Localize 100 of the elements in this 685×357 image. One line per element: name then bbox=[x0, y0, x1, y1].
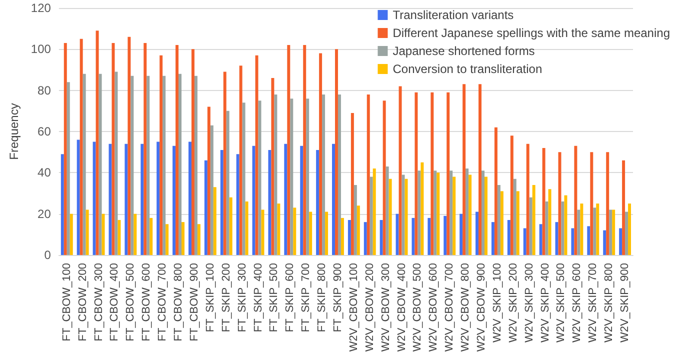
bar bbox=[118, 220, 121, 255]
bar bbox=[542, 148, 546, 255]
x-tick-label: FT_SKIP_400 bbox=[252, 263, 264, 332]
bar bbox=[571, 228, 574, 255]
bar bbox=[166, 224, 169, 255]
x-tick-label: W2V_CBOW_300 bbox=[380, 263, 392, 352]
x-tick-label: W2V_SKIP_400 bbox=[539, 263, 552, 342]
legend-label: Transliteration variants bbox=[392, 8, 514, 22]
bar bbox=[162, 76, 166, 255]
bar bbox=[596, 204, 600, 255]
bar bbox=[580, 204, 584, 255]
bar bbox=[274, 94, 278, 255]
bar bbox=[271, 78, 274, 255]
bar bbox=[348, 220, 351, 255]
bar bbox=[466, 168, 469, 255]
bar bbox=[603, 230, 606, 255]
bar bbox=[539, 224, 542, 255]
bar bbox=[510, 136, 514, 255]
bar bbox=[64, 42, 67, 255]
bar bbox=[172, 146, 176, 255]
x-tick-label: FT_SKIP_300 bbox=[236, 263, 248, 332]
x-tick-label: FT_SKIP_500 bbox=[268, 263, 280, 332]
legend-label: Different Japanese spellings with the same meaning bbox=[392, 26, 670, 40]
bar bbox=[66, 82, 70, 255]
y-tick-label: 20 bbox=[38, 206, 52, 221]
bar bbox=[130, 76, 134, 255]
bar bbox=[144, 42, 147, 255]
y-tick-label: 80 bbox=[38, 83, 52, 98]
bar bbox=[70, 214, 73, 255]
bar bbox=[388, 178, 392, 255]
x-tick-label: FT_CBOW_100 bbox=[60, 263, 73, 342]
bar bbox=[446, 92, 450, 255]
bar bbox=[316, 150, 320, 255]
legend-label: Japanese shortened forms bbox=[392, 44, 535, 58]
bar bbox=[188, 142, 192, 255]
bar bbox=[284, 144, 288, 255]
bar bbox=[625, 212, 628, 255]
bar bbox=[460, 214, 463, 255]
bar bbox=[529, 197, 532, 255]
bar bbox=[380, 220, 383, 255]
bar bbox=[545, 201, 548, 255]
bar bbox=[197, 224, 200, 255]
bar bbox=[293, 208, 296, 255]
bar bbox=[462, 84, 466, 255]
bar bbox=[476, 212, 479, 255]
bar bbox=[396, 214, 399, 255]
bar bbox=[102, 214, 105, 255]
bar bbox=[468, 174, 472, 255]
bar bbox=[420, 162, 424, 255]
bar bbox=[156, 142, 160, 255]
y-tick-label: 60 bbox=[38, 124, 52, 138]
x-tick-label: W2V_SKIP_500 bbox=[555, 263, 568, 342]
bar bbox=[60, 154, 64, 255]
x-tick-label: FT_SKIP_800 bbox=[316, 263, 328, 332]
bar bbox=[564, 195, 568, 255]
x-tick-label: W2V_CBOW_700 bbox=[444, 263, 456, 352]
bar bbox=[404, 178, 408, 255]
bar bbox=[491, 222, 494, 255]
x-tick-label: FT_CBOW_800 bbox=[172, 263, 185, 342]
bar bbox=[277, 204, 280, 255]
bar bbox=[548, 189, 552, 255]
bar bbox=[386, 166, 389, 255]
bar bbox=[150, 218, 153, 255]
bar bbox=[370, 176, 373, 255]
bar bbox=[340, 218, 344, 255]
bar bbox=[412, 218, 415, 255]
bar bbox=[160, 55, 163, 255]
bar bbox=[414, 92, 418, 255]
bar bbox=[532, 185, 536, 255]
bar bbox=[303, 45, 306, 255]
bar bbox=[210, 125, 214, 255]
x-tick-label: FT_CBOW_900 bbox=[188, 263, 200, 342]
x-tick-label: FT_SKIP_600 bbox=[284, 263, 296, 332]
legend-label: Conversion to transliteration bbox=[392, 62, 542, 76]
bar bbox=[577, 210, 580, 255]
bar bbox=[402, 174, 405, 255]
x-tick-label: W2V_SKIP_900 bbox=[619, 263, 632, 342]
bar bbox=[176, 45, 179, 255]
bar bbox=[428, 218, 431, 255]
x-tick-label: FT_SKIP_100 bbox=[204, 263, 216, 332]
bar bbox=[350, 112, 354, 255]
bar bbox=[325, 212, 328, 255]
x-tick-label: W2V_CBOW_100 bbox=[348, 263, 360, 352]
bar bbox=[261, 210, 264, 255]
bar bbox=[619, 228, 622, 255]
bar bbox=[382, 100, 386, 255]
bar bbox=[593, 208, 596, 255]
bar bbox=[478, 84, 482, 255]
x-tick-label: W2V_SKIP_200 bbox=[507, 263, 520, 342]
bar bbox=[82, 74, 86, 255]
bar bbox=[561, 201, 564, 255]
bar bbox=[332, 144, 335, 255]
bar bbox=[306, 98, 310, 255]
x-tick-label: W2V_CBOW_600 bbox=[428, 263, 440, 352]
x-tick-label: FT_CBOW_300 bbox=[92, 263, 105, 342]
bar bbox=[484, 176, 488, 255]
bar bbox=[494, 127, 498, 255]
bar bbox=[612, 210, 616, 255]
bar bbox=[436, 172, 440, 255]
x-tick-label: W2V_SKIP_600 bbox=[571, 263, 584, 342]
